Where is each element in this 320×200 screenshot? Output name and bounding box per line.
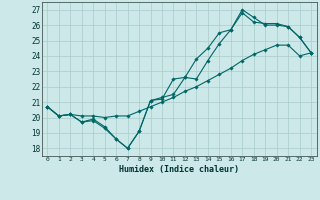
X-axis label: Humidex (Indice chaleur): Humidex (Indice chaleur) bbox=[119, 165, 239, 174]
